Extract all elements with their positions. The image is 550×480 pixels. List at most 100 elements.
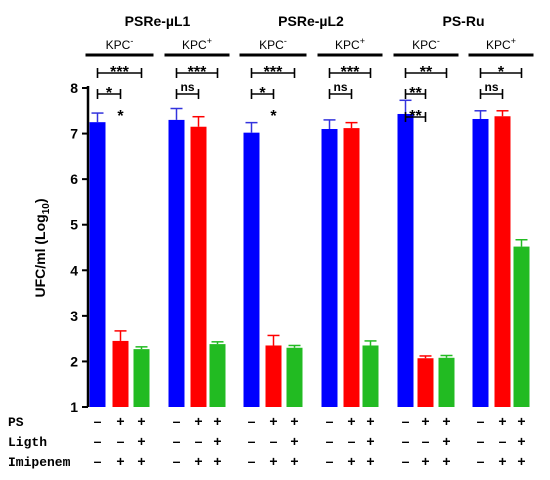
sig-label: *	[498, 64, 505, 81]
condition-label: Ligth	[8, 435, 47, 450]
condition-mark: –	[248, 413, 256, 429]
condition-table: PS – + + – + + – + + – + + – + + – + +Ligth – – + – – + – – + – – + – – +…	[8, 413, 526, 470]
condition-mark: +	[517, 413, 525, 429]
condition-mark: –	[326, 433, 334, 449]
condition-mark: –	[402, 433, 410, 449]
condition-mark: +	[442, 413, 450, 429]
condition-mark: –	[326, 413, 334, 429]
bar-green	[286, 347, 303, 407]
condition-mark: +	[517, 433, 525, 449]
subgroup-label: KPC+	[182, 36, 212, 52]
y-tick-label: 6	[70, 171, 78, 187]
bar-red	[265, 345, 282, 407]
condition-mark: +	[213, 433, 221, 449]
subgroup-label: KPC+	[335, 36, 365, 52]
condition-mark: +	[421, 413, 429, 429]
condition-mark: –	[173, 413, 181, 429]
condition-mark: +	[366, 453, 374, 469]
condition-mark: –	[326, 453, 334, 469]
bar-blue	[89, 122, 106, 407]
condition-mark: +	[517, 453, 525, 469]
bar-green	[133, 349, 150, 407]
condition-mark: –	[477, 453, 485, 469]
significance-annotations: *****ns********ns*********ns*	[96, 64, 523, 125]
bar-red	[343, 128, 360, 408]
condition-mark: +	[347, 453, 355, 469]
sig-label: ***	[110, 64, 129, 81]
bar-red	[190, 126, 207, 407]
bar-green	[362, 345, 379, 407]
condition-mark: –	[248, 453, 256, 469]
sig-label: **	[409, 108, 422, 125]
condition-mark: +	[269, 453, 277, 469]
condition-mark: +	[290, 413, 298, 429]
y-axis-label: UFC/ml (Log10)	[32, 198, 52, 297]
bars	[89, 99, 530, 408]
bar-blue	[321, 129, 338, 407]
condition-mark: +	[498, 453, 506, 469]
y-tick-label: 7	[70, 126, 78, 142]
condition-mark: +	[498, 413, 506, 429]
condition-mark: –	[248, 433, 256, 449]
condition-mark: +	[137, 453, 145, 469]
sig-label: ns	[180, 80, 194, 94]
group-title: PS-Ru	[443, 13, 485, 29]
condition-mark: –	[499, 433, 507, 449]
y-tick-label: 4	[70, 262, 78, 278]
condition-mark: –	[477, 433, 485, 449]
sig-label: **	[420, 64, 433, 81]
sig-label: ***	[188, 64, 207, 81]
y-tick-label: 5	[70, 217, 78, 233]
bar-red	[494, 116, 511, 408]
condition-mark: +	[366, 413, 374, 429]
condition-mark: +	[290, 433, 298, 449]
condition-mark: +	[137, 433, 145, 449]
subgroup-label: KPC+	[486, 36, 516, 52]
y-tick-label: 2	[70, 353, 78, 369]
condition-label: Imipenem	[8, 455, 71, 470]
condition-mark: +	[137, 413, 145, 429]
condition-mark: –	[195, 433, 203, 449]
bar-blue	[397, 113, 414, 408]
condition-mark: +	[442, 453, 450, 469]
sig-label: ***	[341, 64, 360, 81]
bar-green	[438, 357, 455, 407]
bar-red	[112, 340, 129, 407]
bar-blue	[243, 132, 260, 407]
bar-red	[417, 358, 434, 407]
sig-label: ns	[333, 80, 347, 94]
condition-mark: +	[116, 413, 124, 429]
subgroup-label: KPC-	[412, 36, 440, 52]
condition-mark: +	[194, 453, 202, 469]
group-title: PSRe-µL2	[278, 13, 344, 29]
sig-label: *	[259, 85, 266, 102]
condition-mark: –	[173, 433, 181, 449]
condition-mark: –	[402, 413, 410, 429]
condition-mark: –	[348, 433, 356, 449]
condition-mark: –	[477, 413, 485, 429]
sig-label: *	[117, 108, 124, 125]
condition-mark: –	[270, 433, 278, 449]
condition-mark: –	[402, 453, 410, 469]
condition-mark: +	[442, 433, 450, 449]
condition-mark: +	[269, 413, 277, 429]
group-title: PSRe-µL1	[125, 13, 191, 29]
condition-mark: –	[94, 413, 102, 429]
condition-mark: –	[422, 433, 430, 449]
condition-mark: +	[213, 453, 221, 469]
y-tick-label: 1	[70, 399, 78, 415]
subgroup-label: KPC-	[106, 36, 134, 52]
y-tick-label: 3	[70, 308, 78, 324]
y-axis: 1 2 3 4 5 6 7 8	[70, 80, 90, 415]
condition-mark: –	[94, 453, 102, 469]
condition-mark: +	[194, 413, 202, 429]
bar-green	[513, 246, 530, 407]
condition-mark: +	[366, 433, 374, 449]
bar-blue	[168, 119, 185, 408]
sig-label: ns	[484, 80, 498, 94]
condition-mark: +	[213, 413, 221, 429]
bar-green	[209, 344, 226, 407]
sig-label: *	[270, 108, 277, 125]
